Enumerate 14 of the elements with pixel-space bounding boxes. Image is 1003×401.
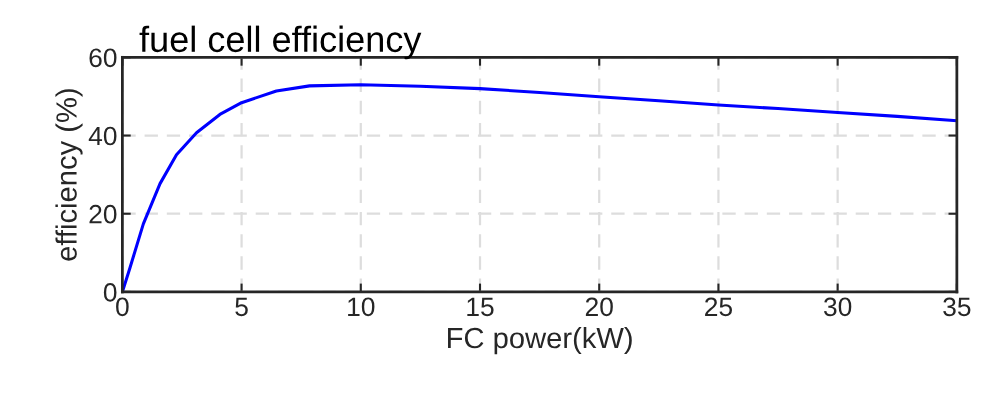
x-tick-label: 25 — [705, 297, 733, 317]
x-tick-label: 20 — [585, 297, 613, 317]
x-tick-label: 5 — [235, 297, 248, 317]
y-axis-title: efficiency (%) — [55, 89, 83, 261]
chart-title: fuel cell efficiency — [139, 25, 422, 60]
x-tick-label: 15 — [467, 297, 494, 317]
y-tick-label: 60 — [89, 48, 117, 68]
x-tick-label: 35 — [943, 297, 971, 317]
x-tick-label: 30 — [823, 297, 852, 317]
y-tick-label: 20 — [89, 204, 117, 224]
x-tick-label: 10 — [348, 297, 375, 317]
y-tick-label: 0 — [103, 283, 117, 302]
y-tick-label: 40 — [88, 126, 117, 146]
x-axis-title: FC power(kW) — [448, 326, 632, 355]
